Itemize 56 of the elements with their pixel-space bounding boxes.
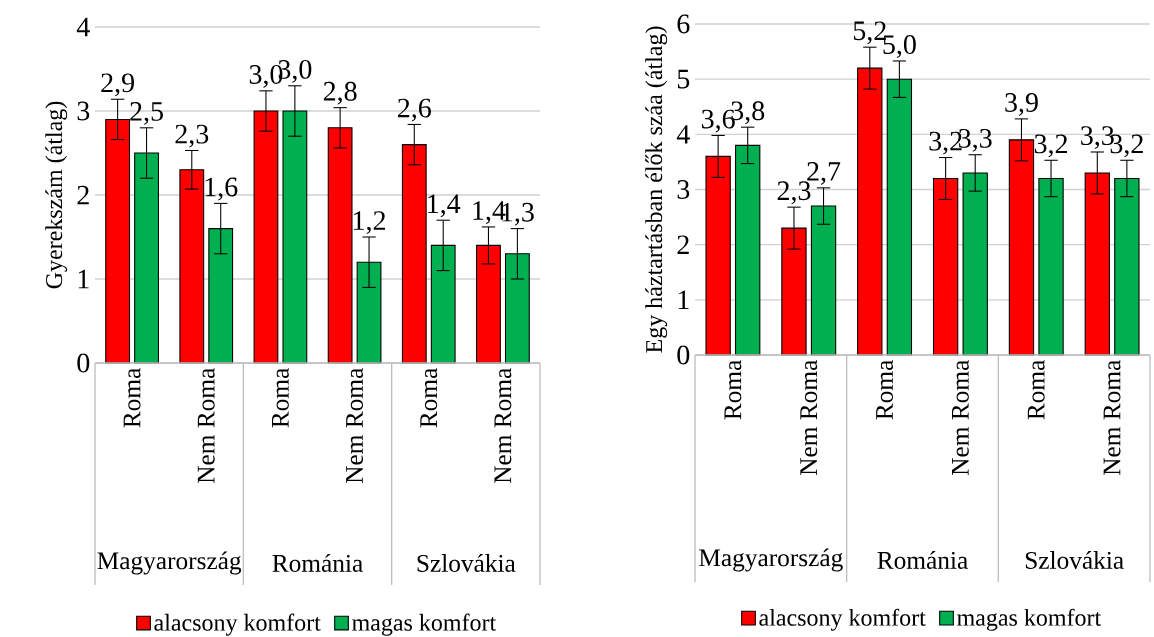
y-tick-label: 2 — [77, 185, 89, 205]
data-label: 2,8 — [323, 81, 357, 105]
y-tick-label: 2 — [677, 235, 689, 254]
x-tick-label: Nem Roma — [952, 360, 969, 476]
data-label: 3,9 — [1005, 93, 1038, 116]
x-tick-label: Nem Roma — [800, 360, 818, 476]
y-tick-label: 1 — [78, 269, 89, 289]
bar — [705, 155, 731, 356]
bar — [356, 261, 382, 364]
data-label: 1,6 — [205, 177, 238, 201]
x-tick-label: Nem Roma — [197, 368, 215, 484]
x-tick-label: Roma — [1027, 360, 1045, 420]
y-tick-label: 3 — [677, 180, 690, 199]
x-tick-label: Roma — [272, 368, 289, 428]
bar — [476, 244, 501, 364]
bar — [430, 244, 456, 364]
x-tick-label: Roma — [123, 368, 141, 428]
text: Románia — [272, 554, 363, 572]
y-tick-label: 0 — [677, 345, 690, 365]
x-tick-label: Roma — [876, 360, 894, 420]
bar — [932, 177, 959, 356]
legend-label: magas komfort — [352, 613, 497, 636]
data-label: 2,6 — [398, 98, 431, 122]
y-tick-label: 0 — [77, 353, 90, 373]
x-tick-label: Nem Roma — [1103, 360, 1121, 476]
y-axis-title: Egy háztartásban élők száa (átlag) — [645, 26, 668, 353]
y-tick-label: 4 — [76, 17, 90, 37]
bar — [735, 144, 761, 356]
text: Szlovákia — [1025, 551, 1124, 569]
y-tick-label: 4 — [676, 125, 690, 144]
text: Szlovákia — [417, 554, 516, 572]
x-tick-label: Roma — [420, 368, 438, 428]
y-tick-label: 3 — [77, 101, 90, 121]
data-label: 1,4 — [428, 194, 461, 218]
legend-label: alacsony komfort — [154, 613, 321, 636]
bar — [105, 118, 131, 364]
y-tick-label: 6 — [677, 14, 690, 34]
y-tick-label: 1 — [678, 290, 689, 310]
data-label: 2,3 — [175, 124, 209, 148]
data-label: 2,5 — [130, 102, 163, 125]
x-tick-label: Nem Roma — [494, 368, 512, 484]
y-tick-label: 5 — [677, 69, 690, 89]
data-label: 1,2 — [354, 211, 386, 235]
legend-label: alacsony komfort — [759, 608, 926, 631]
x-tick-label: Roma — [724, 360, 742, 420]
bar — [886, 78, 913, 356]
data-label: 2,9 — [101, 73, 134, 97]
legend-label: magas komfort — [957, 608, 1102, 631]
x-tick-label: Nem Roma — [346, 368, 364, 484]
text: Magyarország — [97, 551, 242, 575]
text: Magyarország — [699, 548, 843, 572]
bar — [1038, 177, 1064, 356]
y-axis-title: Gyerekszám (átlag) — [45, 101, 68, 289]
data-label: 3,2 — [1034, 134, 1067, 158]
text: Románia — [877, 551, 968, 569]
bar — [1114, 177, 1140, 356]
